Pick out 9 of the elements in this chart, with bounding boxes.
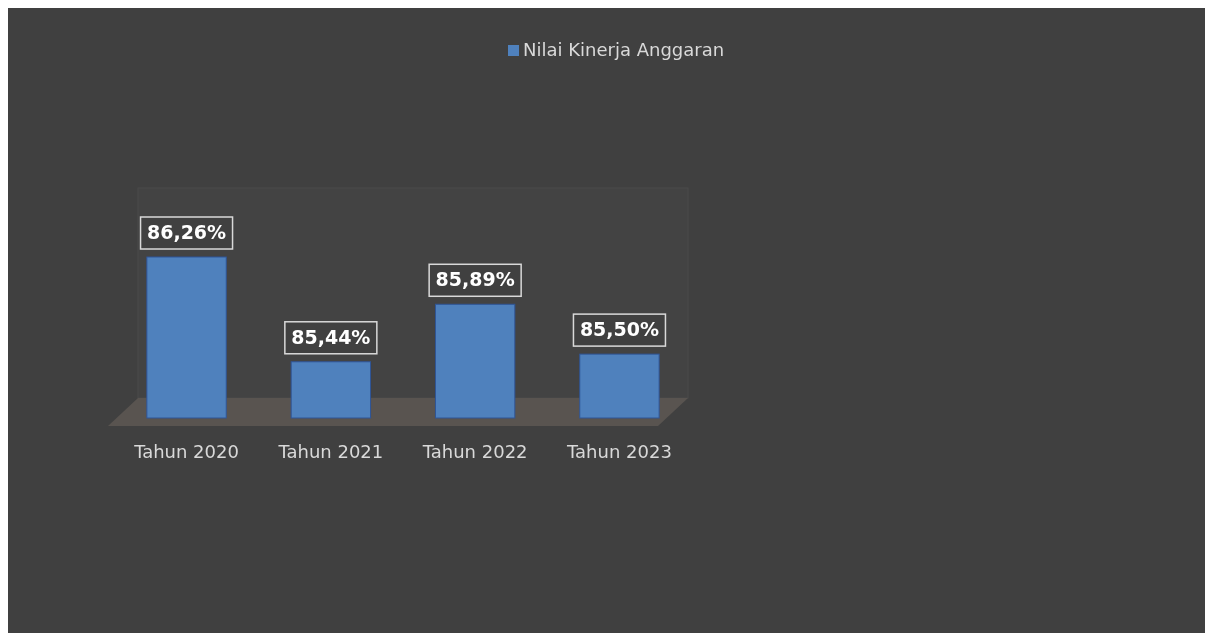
- x-tick-label: Tahun 2020: [133, 441, 239, 462]
- legend-label: Nilai Kinerja Anggaran: [523, 39, 725, 60]
- data-label: 86,26%: [146, 221, 227, 243]
- x-tick-label: Tahun 2022: [421, 441, 528, 462]
- data-label: 85,44%: [291, 325, 371, 348]
- data-label: 85,89%: [435, 268, 515, 291]
- x-tick-label: Tahun 2023: [566, 441, 672, 462]
- data-label: 85,50%: [579, 318, 660, 341]
- x-tick-label: Tahun 2021: [277, 441, 384, 462]
